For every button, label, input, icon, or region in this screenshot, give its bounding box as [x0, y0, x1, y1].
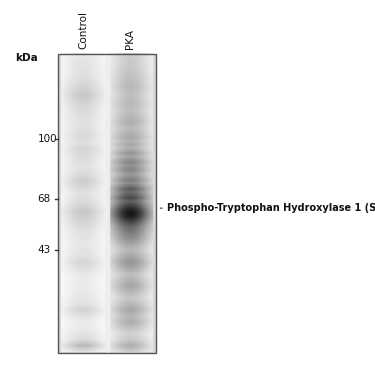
- Text: 68: 68: [38, 194, 51, 204]
- Text: 100: 100: [38, 134, 57, 144]
- Text: Phospho-Tryptophan Hydroxylase 1 (S58): Phospho-Tryptophan Hydroxylase 1 (S58): [167, 203, 375, 213]
- Text: Control: Control: [78, 11, 88, 49]
- Text: PKA: PKA: [126, 29, 135, 49]
- Bar: [58, 54, 156, 352]
- Text: 43: 43: [38, 244, 51, 255]
- Text: kDa: kDa: [15, 53, 38, 63]
- Bar: [58, 54, 156, 352]
